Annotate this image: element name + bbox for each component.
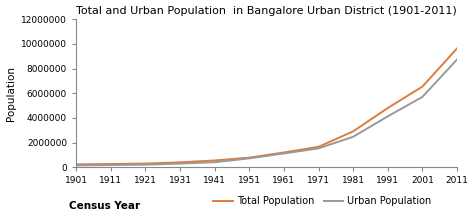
- Title: Total and Urban Population  in Bangalore Urban District (1901-2011): Total and Urban Population in Bangalore …: [76, 6, 457, 16]
- Text: Census Year: Census Year: [69, 201, 140, 211]
- Legend: Total Population, Urban Population: Total Population, Urban Population: [210, 192, 435, 210]
- Y-axis label: Population: Population: [6, 66, 16, 121]
